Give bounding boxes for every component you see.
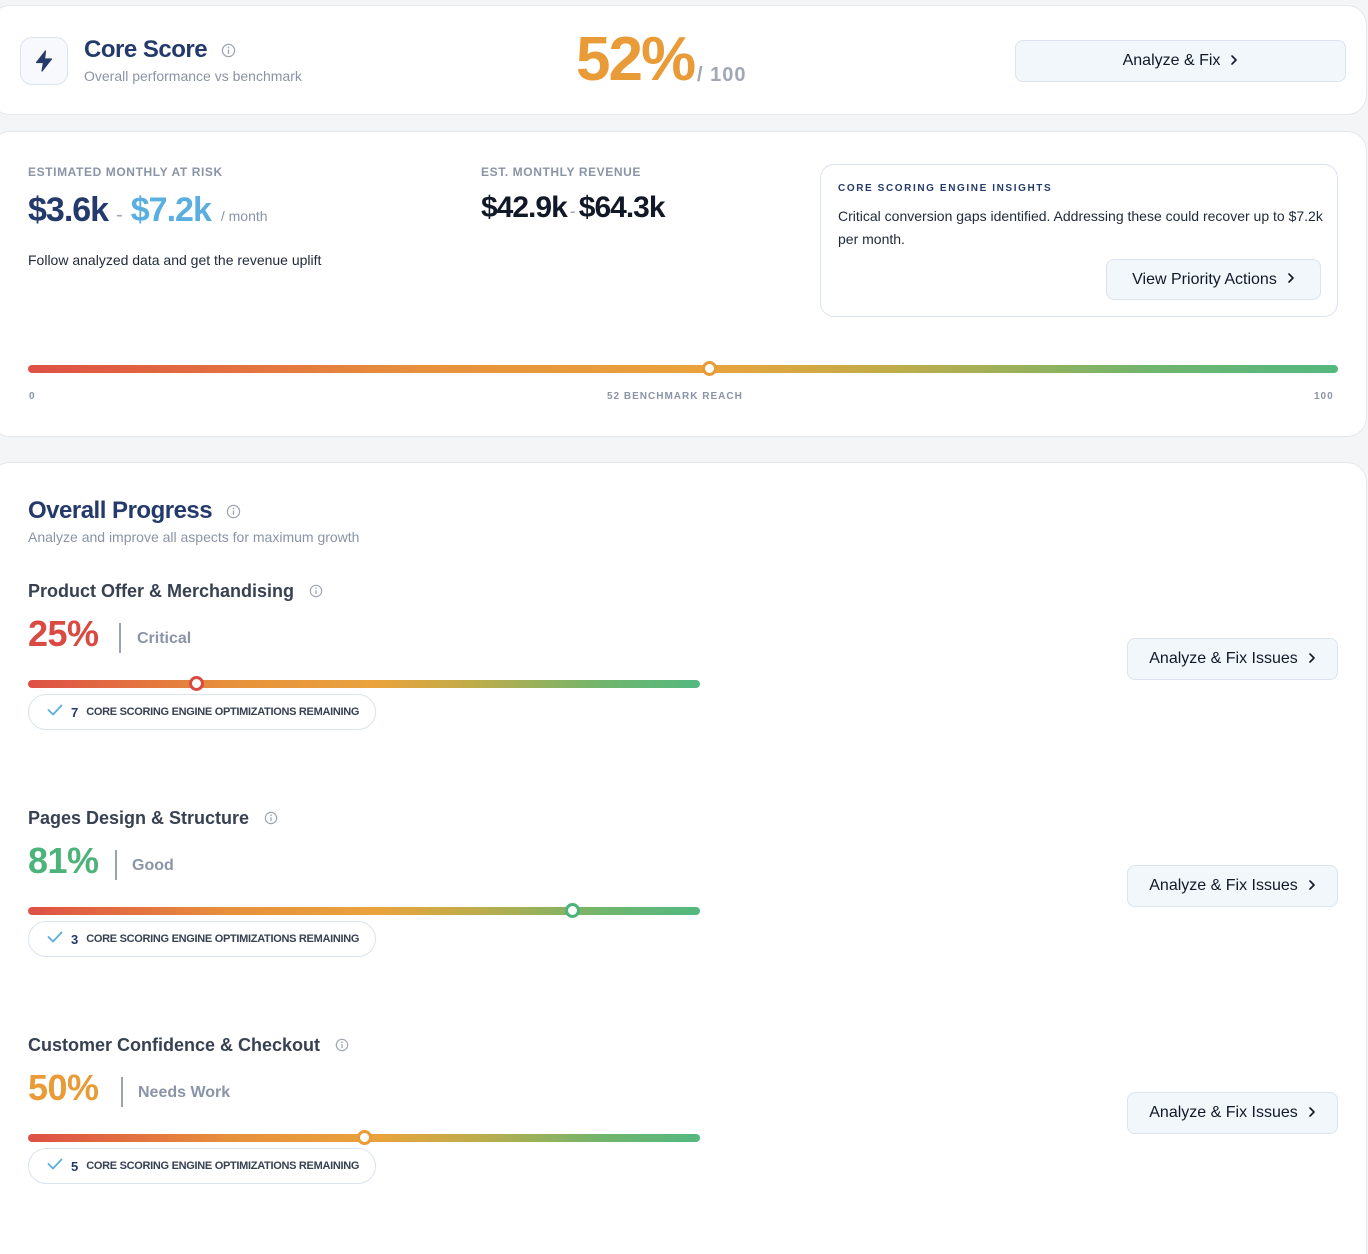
follow-text: Follow analyzed data and get the revenue… <box>28 252 322 268</box>
insights-text: Critical conversion gaps identified. Add… <box>838 208 1323 247</box>
core-score-subtitle: Overall performance vs benchmark <box>84 68 302 84</box>
optimizations-text: Core Scoring Engine Optimizations Remain… <box>86 933 360 945</box>
section-gauge-knob <box>564 903 580 918</box>
benchmark-gauge-knob <box>701 361 717 376</box>
check-icon <box>47 703 63 721</box>
analyze-fix-issues-button[interactable]: Analyze & Fix Issues <box>1127 865 1338 907</box>
monthly-revenue-high: $64.3k <box>578 191 666 224</box>
optimizations-text: Core Scoring Engine Optimizations Remain… <box>86 706 360 718</box>
core-score-title-text: Core Score <box>84 36 208 63</box>
info-icon[interactable] <box>309 582 323 603</box>
section-title-text: Customer Confidence & Checkout <box>28 1035 321 1055</box>
section-status: Needs Work <box>138 1084 231 1101</box>
monthly-revenue-low: $42.9k <box>481 191 568 224</box>
core-score-value: 52% <box>576 25 696 94</box>
core-score-max: / 100 <box>697 64 747 86</box>
analyze-fix-button-label: Analyze & Fix <box>1122 52 1221 69</box>
section-gauge-knob <box>188 676 204 691</box>
at-risk-high: $7.2k <box>130 191 212 229</box>
chevron-right-icon <box>1308 1105 1316 1122</box>
section-divider <box>121 1077 123 1107</box>
info-icon[interactable] <box>226 498 241 526</box>
overall-progress-card: Overall Progress Analyze and improve all… <box>0 462 1367 1254</box>
check-icon <box>47 930 63 948</box>
view-priority-actions-button[interactable]: View Priority Actions <box>1106 259 1321 300</box>
gauge-mid-label: 52 BENCHMARK REACH <box>607 391 743 402</box>
section-gauge-knob <box>356 1130 372 1145</box>
at-risk-unit: / month <box>220 208 268 224</box>
at-risk-label: Estimated Monthly At Risk <box>28 165 223 179</box>
section-divider <box>115 850 117 880</box>
overall-progress-subtitle: Analyze and improve all aspects for maxi… <box>28 529 360 545</box>
optimizations-remaining-pill: 5 Core Scoring Engine Optimizations Rema… <box>28 1148 377 1184</box>
monthly-revenue-label: Est. Monthly Revenue <box>481 165 642 179</box>
lightning-bolt-icon <box>20 37 68 85</box>
section-title-text: Product Offer & Merchandising <box>28 581 295 601</box>
check-icon <box>47 1157 63 1175</box>
gauge-min-label: 0 <box>29 391 36 402</box>
info-icon[interactable] <box>221 37 236 65</box>
analyze-fix-issues-button[interactable]: Analyze & Fix Issues <box>1127 638 1338 680</box>
analyze-fix-issues-label: Analyze & Fix Issues <box>1149 877 1298 894</box>
core-score-card: Core Score Overall performance vs benchm… <box>0 5 1367 115</box>
optimizations-remaining-pill: 3 Core Scoring Engine Optimizations Rema… <box>28 921 377 957</box>
range-separator: - <box>569 201 576 221</box>
optimizations-count: 5 <box>71 1158 79 1174</box>
insights-panel: Core Scoring Engine Insights Critical co… <box>820 164 1338 317</box>
at-risk-low: $3.6k <box>28 191 109 229</box>
insights-title: Core Scoring Engine Insights <box>838 183 1053 194</box>
analyze-fix-issues-label: Analyze & Fix Issues <box>1149 1104 1298 1121</box>
range-separator: - <box>116 204 123 226</box>
section-title: Pages Design & Structure <box>28 808 278 830</box>
section-title-text: Pages Design & Structure <box>28 808 250 828</box>
chevron-right-icon <box>1287 271 1295 288</box>
section-status: Critical <box>137 630 192 647</box>
benchmark-gauge-track <box>28 365 1338 373</box>
chevron-right-icon <box>1230 53 1238 70</box>
monthly-revenue-range: $42.9k - $64.3k <box>481 191 666 225</box>
progress-section: Product Offer & Merchandising 25% Critic… <box>0 581 1368 771</box>
revenue-card: Estimated Monthly At Risk $3.6k - $7.2k / m… <box>0 131 1367 437</box>
chevron-right-icon <box>1308 878 1316 895</box>
section-percent: 81% <box>28 840 99 881</box>
section-title: Customer Confidence & Checkout <box>28 1035 349 1057</box>
section-percent: 50% <box>28 1067 99 1108</box>
section-divider <box>119 623 121 653</box>
core-score-title: Core Score <box>84 36 236 65</box>
analyze-fix-issues-label: Analyze & Fix Issues <box>1149 650 1298 667</box>
progress-section: Pages Design & Structure 81% Good 3 Core… <box>0 808 1368 998</box>
section-status: Good <box>132 857 174 874</box>
optimizations-remaining-pill: 7 Core Scoring Engine Optimizations Rema… <box>28 694 377 730</box>
optimizations-count: 3 <box>71 931 79 947</box>
view-priority-actions-label: View Priority Actions <box>1132 270 1277 288</box>
analyze-fix-issues-button[interactable]: Analyze & Fix Issues <box>1127 1092 1338 1134</box>
info-icon[interactable] <box>335 1036 349 1057</box>
overall-progress-title-text: Overall Progress <box>28 497 213 524</box>
optimizations-count: 7 <box>71 704 79 720</box>
section-gauge-track <box>28 907 700 915</box>
section-title: Product Offer & Merchandising <box>28 581 323 603</box>
section-gauge-track <box>28 680 700 688</box>
progress-section: Customer Confidence & Checkout 50% Needs… <box>0 1035 1368 1225</box>
chevron-right-icon <box>1308 651 1316 668</box>
optimizations-text: Core Scoring Engine Optimizations Remain… <box>86 1160 360 1172</box>
at-risk-range: $3.6k - $7.2k / month <box>28 191 268 230</box>
info-icon[interactable] <box>264 809 278 830</box>
section-percent: 25% <box>28 613 99 654</box>
gauge-max-label: 100 <box>1314 391 1334 402</box>
analyze-fix-button[interactable]: Analyze & Fix <box>1015 40 1346 82</box>
overall-progress-title: Overall Progress <box>28 497 241 526</box>
